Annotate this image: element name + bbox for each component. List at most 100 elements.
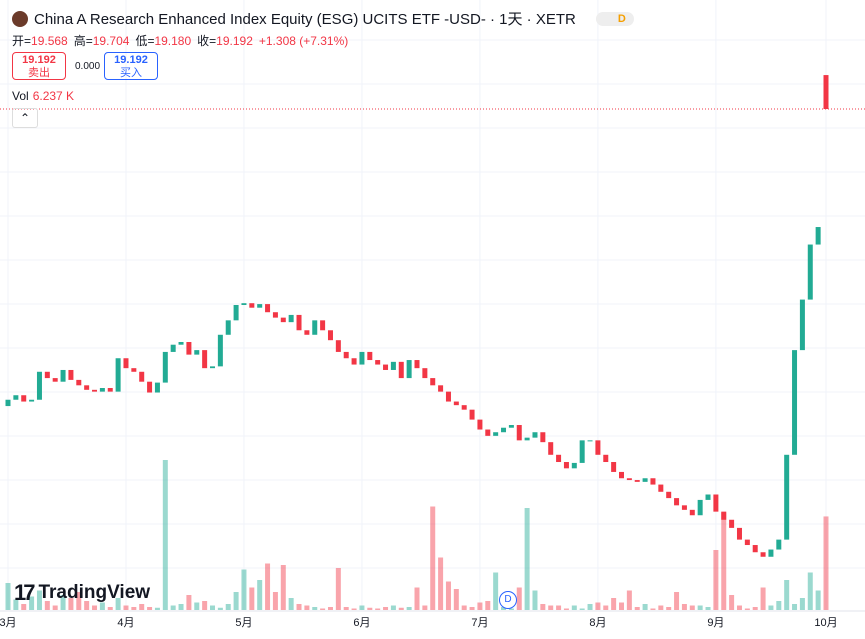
volume-bar [123,605,129,610]
candle-body [493,432,499,436]
sell-button[interactable]: 19.192 卖出 [12,52,66,80]
candle-body [453,401,459,406]
sell-price: 19.192 [22,54,56,66]
volume-bar [548,605,554,610]
candle-body [705,494,711,500]
volume-bar [296,604,302,610]
buy-label: 买入 [120,67,142,79]
candle-body [52,378,58,382]
volume-bar [563,608,569,610]
volume-bar [705,607,711,610]
buy-button[interactable]: 19.192 买入 [104,52,158,80]
volume-bar [493,572,499,610]
volume-bar [807,572,813,610]
watermark-text: TradingView [38,582,151,603]
spread: 0.000 [75,61,101,72]
symbol-header: China A Research Enhanced Index Equity (… [12,8,634,29]
ohlc-value: 19.192 [216,34,253,48]
volume-bar [516,587,522,610]
volume-bar [823,516,829,610]
volume-bar [776,601,782,610]
change: +1.308 (+7.31%) [258,34,349,48]
volume-bar [744,608,750,610]
candle-body [351,358,357,365]
candle-body [697,499,703,516]
candle-body [383,364,389,370]
candle-body [611,462,617,472]
sell-label: 卖出 [28,67,50,79]
volume-bar [438,557,444,610]
candle-body [76,379,82,386]
volume-bar [225,604,231,610]
vol-label: Vol [12,89,29,103]
candle-body [713,494,719,512]
x-tick-label: 5月 [235,617,252,629]
volume-bar [501,607,507,610]
candle-body [595,440,601,455]
volume-bar [445,581,451,610]
event-marker[interactable]: D [499,591,517,609]
candle-body [430,378,436,386]
candle-body [799,299,805,351]
candle-body [422,368,428,379]
candle-body [524,437,530,441]
volume-bar [784,580,790,610]
candle-body [84,385,90,390]
candle-body [619,471,624,479]
volume-bar [186,595,192,610]
volume-bar [634,607,640,610]
volume-bar [406,607,412,610]
candle-body [210,366,215,369]
candle-body [170,344,176,352]
volume-bar [13,599,19,610]
volume-bar [760,587,766,610]
candle-body [807,244,813,300]
candle-body [768,549,774,557]
ohlc-value: 19.180 [154,34,192,48]
candle-body [461,405,467,410]
collapse-button[interactable]: ⌃ [12,108,38,128]
candle-body [367,351,373,361]
candle-body [186,341,192,355]
candle-body [729,519,735,528]
candle-body [296,314,302,331]
candle-body [681,505,687,510]
volume-bar [571,605,577,610]
volume-bar [343,607,349,610]
candle-body [320,320,326,331]
candle-body [99,388,105,392]
candle-body [760,552,766,557]
x-tick-label: 3月 [0,617,17,629]
volume-bar [178,604,184,610]
candle-body [579,440,585,463]
volume-bar [92,605,98,610]
volume-bar [44,601,50,610]
candle-body [265,304,271,313]
volume-bar [367,607,373,610]
volume-bar [721,512,727,610]
volume-bar [107,607,113,610]
volume-bar [713,550,719,610]
x-tick-label: 8月 [589,617,606,629]
candle-body [406,360,412,379]
volume-bar [611,598,617,610]
ohlc-label: 收= [197,34,217,48]
candle-body [233,305,239,321]
candle-body [92,389,98,392]
volume-legend: Vol 6.237 K [12,89,74,103]
candle-body [5,399,11,407]
candle-body [162,351,168,383]
candle-body [744,539,750,546]
volume-bar [52,605,58,610]
buy-price: 19.192 [114,54,148,66]
volume-bar [147,607,153,610]
volume-bar [792,604,798,610]
candle-body [202,350,208,369]
interval-badge[interactable]: D [595,11,634,26]
ohlc-label: 开= [12,34,32,48]
candle-body [634,480,640,482]
symbol-title: China A Research Enhanced Index Equity (… [34,11,576,28]
candle-body [445,391,451,402]
volume-bar [603,605,609,610]
